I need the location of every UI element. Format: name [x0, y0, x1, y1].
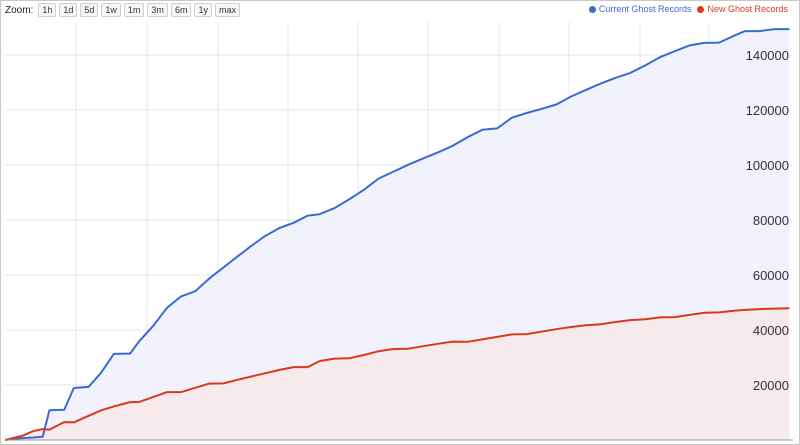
zoom-1d-button[interactable]: 1d [59, 3, 78, 17]
zoom-label: Zoom: [5, 4, 34, 16]
chart-legend: Current Ghost Records New Ghost Records [588, 3, 788, 15]
legend-label-new: New Ghost Records [707, 4, 788, 14]
zoom-1w-button[interactable]: 1w [101, 3, 121, 17]
zoom-toolbar: Zoom: 1h 1d 5d 1w 1m 3m 6m 1y max [5, 3, 240, 17]
series-area-new [5, 308, 790, 440]
zoom-1m-button[interactable]: 1m [123, 3, 145, 17]
y-tick-label: 40000 [753, 323, 789, 338]
zoom-5d-button[interactable]: 5d [80, 3, 99, 17]
zoom-6m-button[interactable]: 6m [170, 3, 192, 17]
legend-item-new[interactable]: New Ghost Records [697, 3, 788, 15]
y-tick-label: 20000 [753, 378, 789, 393]
legend-dot-new [697, 5, 705, 13]
y-tick-label: 140000 [746, 48, 789, 63]
series-line-current [4, 28, 790, 441]
y-tick-label: 80000 [753, 213, 789, 228]
legend-dot-current [588, 5, 596, 13]
y-tick-label: 120000 [746, 103, 789, 118]
y-tick-label: 100000 [746, 158, 789, 173]
series-line-new [4, 307, 790, 441]
zoom-1y-button[interactable]: 1y [194, 3, 212, 17]
y-tick-label: 60000 [753, 268, 789, 283]
legend-label-current: Current Ghost Records [598, 4, 692, 14]
zoom-1h-button[interactable]: 1h [38, 3, 57, 17]
zoom-3m-button[interactable]: 3m [147, 3, 168, 17]
legend-item-current[interactable]: Current Ghost Records [588, 3, 692, 15]
zoom-max-button[interactable]: max [214, 3, 240, 17]
